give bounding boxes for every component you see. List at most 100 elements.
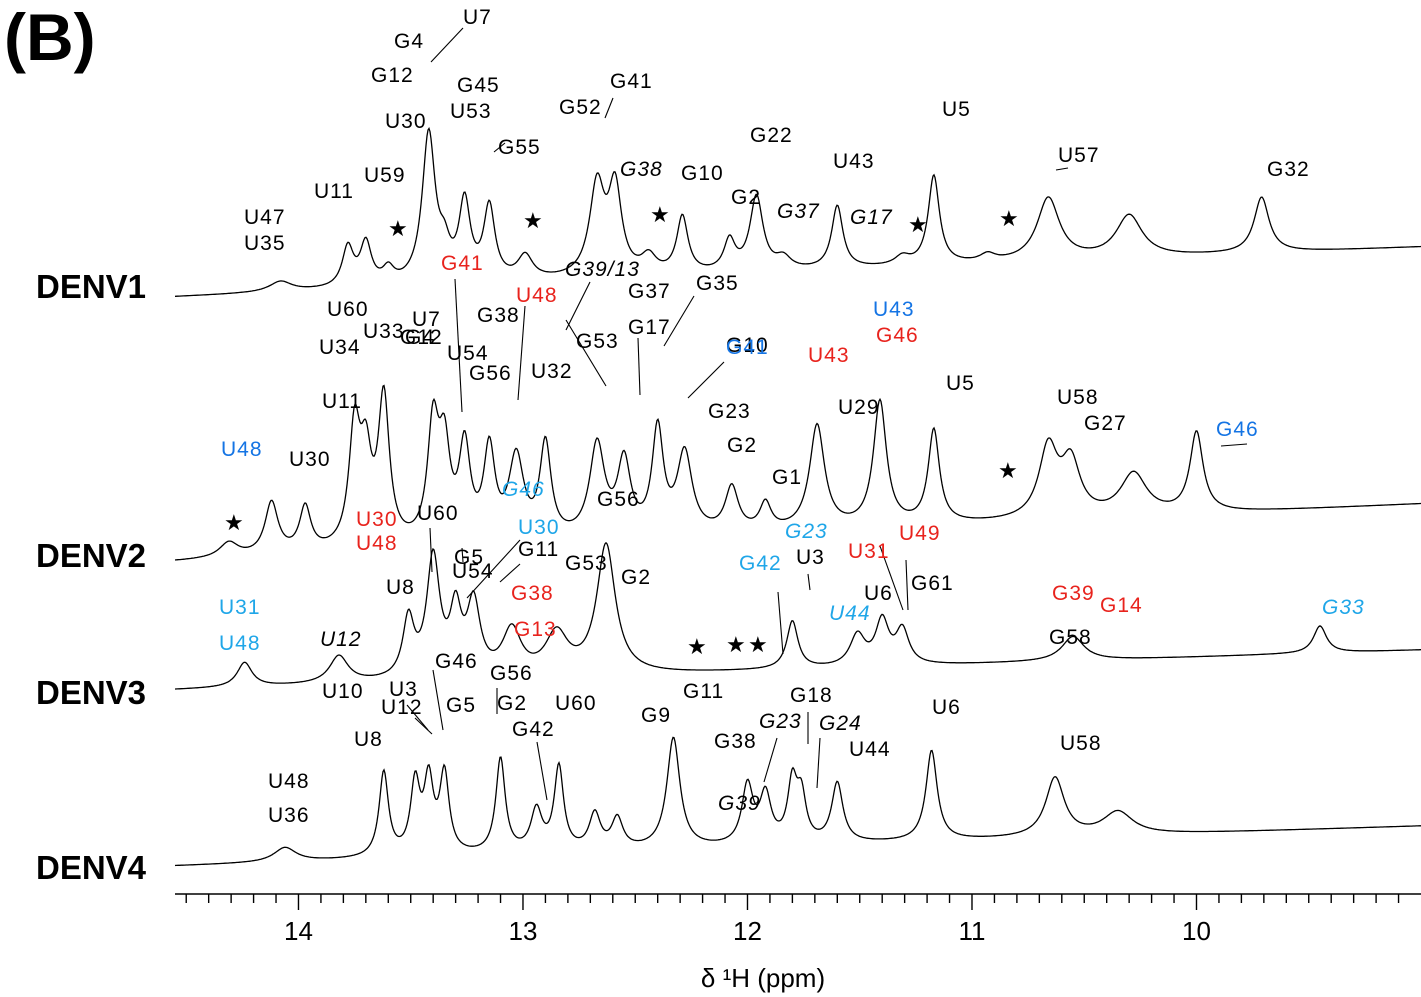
peak-label-denv4: U48 (268, 770, 310, 793)
peak-label-denv4: U12 (381, 696, 423, 719)
series-label-denv1: DENV1 (36, 268, 146, 305)
peak-label-denv1: U57 (1058, 144, 1100, 167)
impurity-markers: ★ ★ ★ ★ ★★★★ ★ ★ (224, 203, 1019, 660)
leader-line (430, 27, 464, 63)
leader-line (1220, 443, 1248, 447)
peak-label-denv3: U48 (356, 532, 398, 555)
peak-label-denv1: G32 (1267, 158, 1310, 181)
peak-label-denv1: G52 (559, 96, 602, 119)
peak-label-denv1: G41 (610, 70, 653, 93)
peak-label-denv3: U31 (848, 540, 890, 563)
x-tick-label: 12 (733, 916, 762, 946)
peak-label-denv2: U43 (873, 298, 915, 321)
star-marker: ★ (998, 459, 1018, 484)
peak-label-denv1: U59 (364, 164, 406, 187)
x-axis-label: δ ¹H (ppm) (701, 963, 825, 993)
series-label-denv4: DENV4 (36, 849, 147, 886)
peak-label-denv2: U33 (363, 320, 405, 343)
panel-label: (B) (4, 0, 96, 74)
x-tick-label: 14 (284, 916, 313, 946)
peak-label-denv3: U60 (417, 502, 459, 525)
leader-line (499, 563, 521, 583)
leader-line (536, 741, 548, 801)
leader-line (466, 539, 521, 599)
peak-label-denv1: U35 (244, 232, 286, 255)
peak-label-denv3: G39 (1052, 582, 1095, 605)
spectrum-line-denv3 (175, 541, 1421, 690)
peak-label-denv4: G5 (446, 694, 476, 717)
peak-label-denv4: G9 (641, 704, 671, 727)
peak-label-denv2: G46 (876, 324, 919, 347)
star-marker: ★ (908, 213, 928, 238)
peak-label-denv2: G46 (1216, 418, 1259, 441)
peak-label-denv3: U12 (320, 628, 362, 651)
leader-line (406, 704, 429, 731)
peak-label-denv1: G2 (731, 186, 761, 209)
star-marker: ★ (523, 209, 543, 234)
star-marker: ★ (726, 633, 746, 658)
peak-label-denv3: G58 (1049, 626, 1092, 649)
leader-line (461, 547, 464, 563)
peak-label-denv4: G23 (759, 710, 802, 733)
peak-label-denv2: G12 (400, 326, 443, 349)
peak-label-denv2: G56 (469, 362, 512, 385)
peak-label-denv2: U7 (412, 308, 441, 331)
star-marker: ★ (687, 635, 707, 660)
peak-label-denv2: G41 (726, 336, 769, 359)
peak-label-denv3: G11 (518, 538, 559, 561)
leader-line (493, 142, 506, 153)
spectrum-line-denv2 (174, 384, 1421, 561)
peak-label-denv4: G11 (683, 680, 724, 703)
series-label-denv2: DENV2 (36, 537, 146, 574)
leader-line (905, 559, 909, 611)
spectrum-line-denv1 (175, 127, 1421, 297)
star-marker: ★ (650, 203, 670, 228)
peak-label-denv4: G56 (490, 662, 533, 685)
peak-label-denv2: G4 (405, 326, 435, 349)
leader-line (454, 278, 463, 413)
peak-label-denv4: U8 (354, 728, 383, 751)
peak-label-denv3: G14 (1100, 594, 1143, 617)
peak-label-denv3: U48 (219, 632, 261, 655)
peak-label-denv2: G23 (708, 400, 751, 423)
star-marker: ★ (748, 633, 768, 658)
peak-label-denv2: G38 (477, 304, 520, 327)
peak-label-denv1: G10 (681, 162, 724, 185)
peak-label-denv2: G1 (772, 466, 802, 489)
peak-label-denv2: U34 (319, 336, 361, 359)
leader-line (663, 295, 695, 347)
peak-label-denv3: G56 (597, 488, 640, 511)
spectrum-line-denv4 (174, 736, 1421, 867)
peak-label-denv4: U44 (849, 738, 891, 761)
peak-label-denv2: G2 (727, 434, 757, 457)
peak-label-denv3: U6 (864, 582, 893, 605)
leader-line (565, 319, 607, 387)
peak-label-denv2: U5 (946, 372, 975, 395)
peak-label-denv4: U36 (268, 804, 310, 827)
star-marker: ★ (224, 511, 244, 536)
leader-line (807, 573, 811, 591)
peak-label-denv1: G45 (457, 74, 500, 97)
leader-line (687, 361, 725, 399)
leader-line (637, 337, 641, 396)
peak-label-denv3: U31 (219, 596, 261, 619)
x-tick-label: 13 (509, 916, 538, 946)
leader-line (604, 97, 614, 119)
peak-label-denv1: G17 (850, 206, 893, 229)
peak-label-denv4: G18 (790, 684, 833, 707)
leader-line (517, 305, 526, 401)
peak-label-denv2: U30 (289, 448, 331, 471)
peak-label-denv2: U60 (327, 298, 369, 321)
peak-label-denv3: G42 (739, 552, 782, 575)
peak-label-denv3: U3 (796, 546, 825, 569)
peak-label-denv3: U49 (899, 522, 941, 545)
leader-line (1055, 167, 1069, 171)
peak-label-denv1: G55 (498, 136, 541, 159)
peak-label-denv2: U43 (808, 344, 850, 367)
series-label-denv3: DENV3 (36, 674, 146, 711)
peak-label-denv4: U60 (555, 692, 597, 715)
star-marker: ★ (388, 217, 408, 242)
leader-line (777, 591, 784, 655)
star-marker: ★ (999, 207, 1019, 232)
